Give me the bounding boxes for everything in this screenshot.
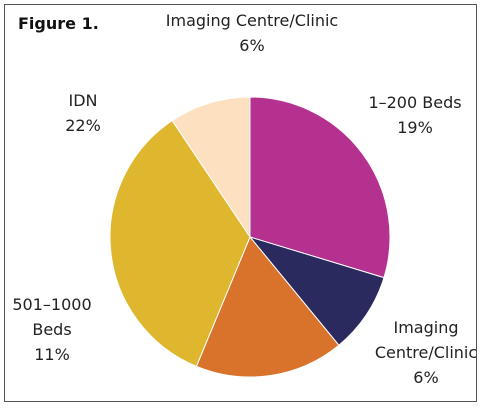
slice-label: Imaging Centre/Clinic 6%	[142, 8, 362, 58]
category-label: Imaging Centre/Clinic	[165, 11, 339, 30]
chart-title: Figure 1.	[18, 14, 99, 33]
pie-slice	[109, 119, 251, 367]
slice-label: Imaging Centre/Clinic 6%	[372, 315, 480, 390]
category-label: 1–200 Beds	[368, 93, 462, 112]
pie-slice	[171, 96, 251, 239]
pie-slice	[195, 236, 340, 378]
pie-slice	[248, 236, 385, 346]
value-label: 11%	[34, 345, 70, 364]
value-label: 22%	[65, 116, 101, 135]
frame	[4, 4, 477, 402]
slice-label: 501–1000 Beds 11%	[6, 292, 98, 367]
value-label: 19%	[397, 118, 433, 137]
value-label: 6%	[239, 36, 265, 55]
category-label: Imaging Centre/Clinic	[374, 318, 478, 362]
value-label: 6%	[413, 368, 439, 387]
pie-slice	[249, 96, 391, 279]
category-label: IDN	[68, 91, 98, 110]
slice-label: 1–200 Beds 19%	[360, 90, 470, 140]
category-label: 501–1000 Beds	[12, 295, 92, 339]
slice-label: IDN 22%	[38, 88, 128, 138]
